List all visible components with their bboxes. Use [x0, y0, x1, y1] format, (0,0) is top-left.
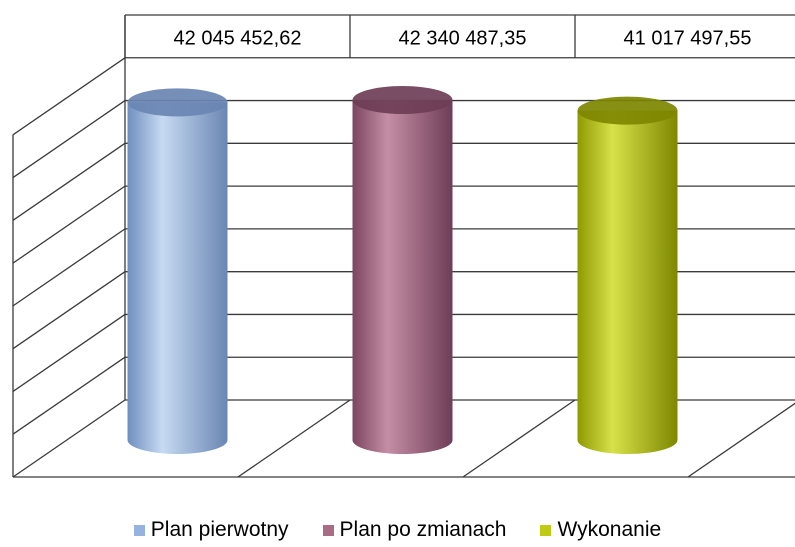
bar-top-0	[127, 88, 228, 117]
data-label: 41 017 497,55	[624, 27, 752, 49]
legend-swatch-plan-pierwotny	[133, 524, 145, 536]
legend-item-wykonanie: Wykonanie	[540, 518, 661, 542]
bar-top-1	[352, 86, 453, 114]
legend-item-plan-pierwotny: Plan pierwotny	[133, 518, 289, 542]
side-gridline	[12, 313, 126, 392]
floor-divider	[687, 402, 795, 478]
floor-divider	[462, 399, 576, 478]
chart-bars	[127, 86, 678, 455]
side-gridline	[12, 399, 126, 478]
chart-frame	[12, 15, 795, 478]
side-gridline	[12, 142, 126, 221]
legend-swatch-wykonanie	[540, 524, 552, 536]
floor-divider	[237, 399, 351, 478]
chart-legend: Plan pierwotny Plan po zmianach Wykonani…	[0, 518, 795, 542]
bar-top-2	[577, 96, 678, 125]
bar-0	[127, 102, 228, 454]
legend-label: Wykonanie	[557, 518, 662, 541]
side-gridline	[12, 356, 126, 435]
bar-1	[352, 100, 453, 455]
side-gridline	[12, 57, 126, 136]
side-gridline	[12, 100, 126, 179]
legend-item-plan-po-zmianach: Plan po zmianach	[322, 518, 507, 542]
data-label: 42 340 487,35	[399, 27, 527, 49]
side-gridline	[12, 271, 126, 350]
legend-label: Plan pierwotny	[150, 518, 289, 541]
legend-label: Plan po zmianach	[339, 518, 507, 541]
bar-2	[577, 110, 678, 454]
data-label: 42 045 452,62	[174, 27, 302, 49]
side-gridline	[12, 185, 126, 264]
side-gridline	[12, 228, 126, 307]
value-label-table: 42 045 452,62 42 340 487,35 41 017 497,55	[174, 27, 752, 49]
legend-swatch-plan-po-zmianach	[322, 524, 334, 536]
